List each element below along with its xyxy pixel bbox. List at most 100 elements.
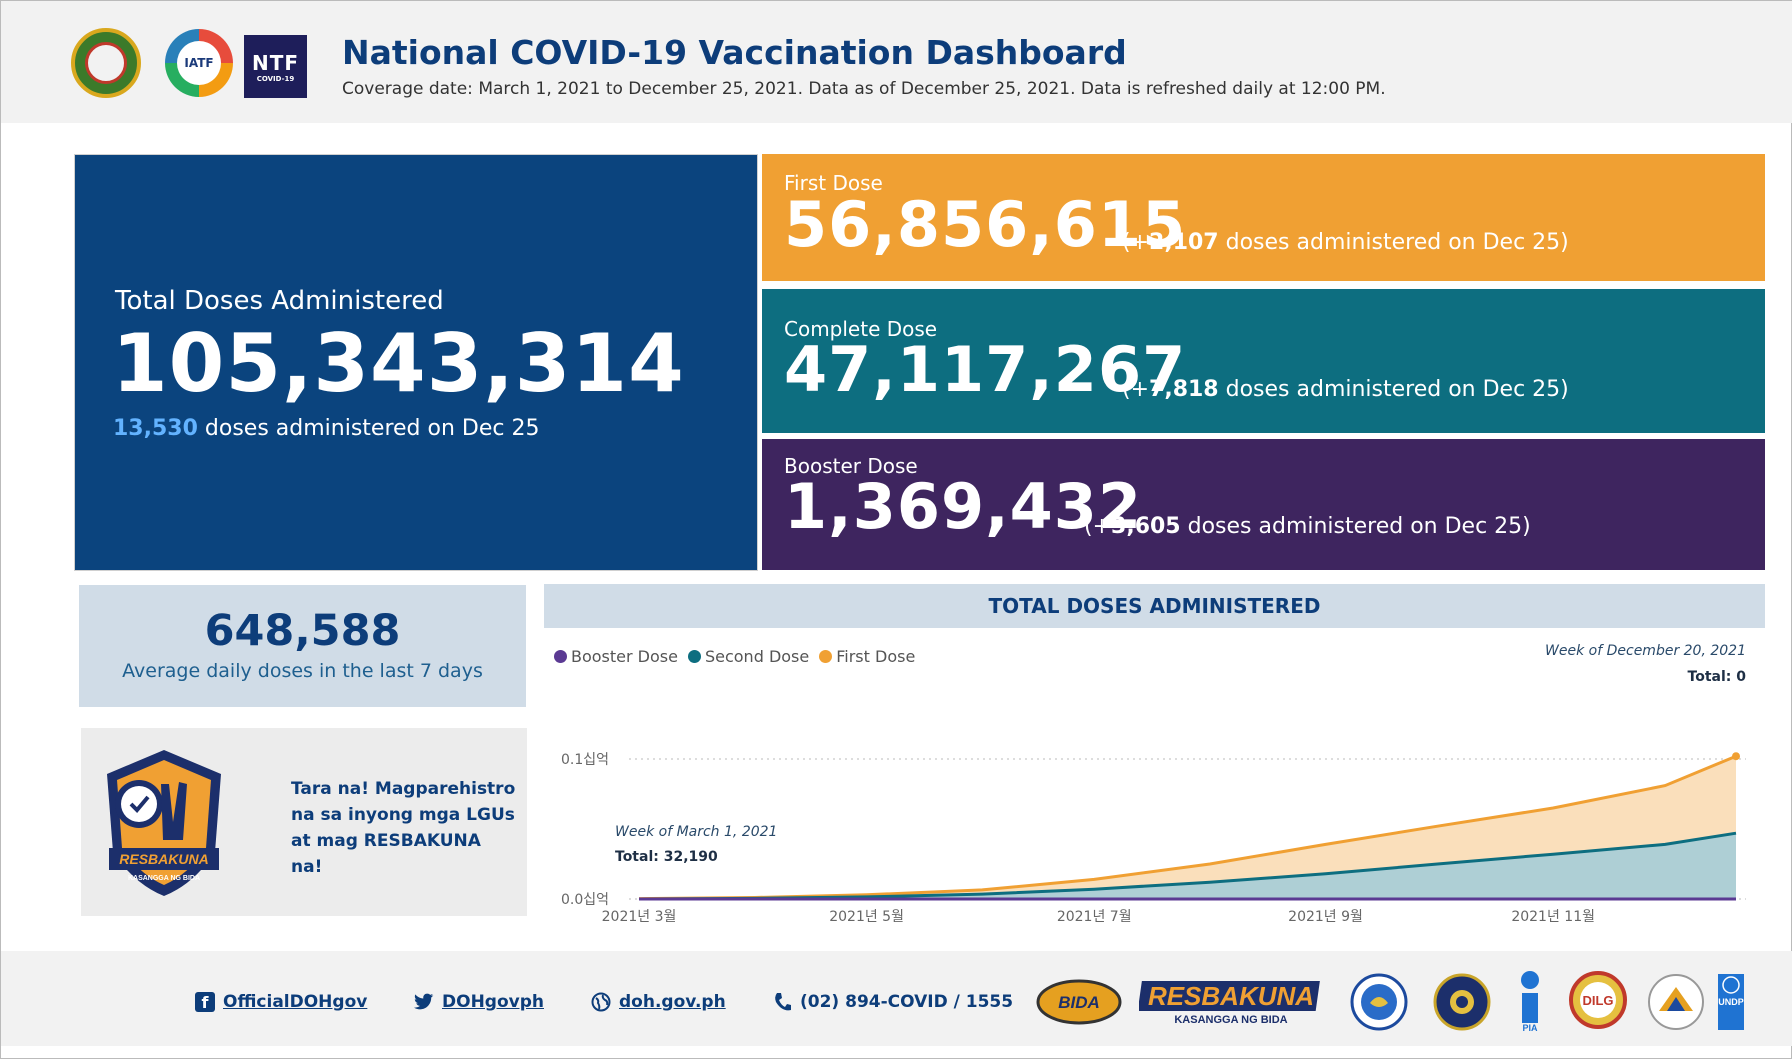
facebook-link-text[interactable]: OfficialDOHgov bbox=[223, 992, 368, 1012]
ntf-logo-main: NTF bbox=[251, 50, 300, 75]
coverage-subtitle: Coverage date: March 1, 2021 to December… bbox=[342, 79, 1386, 99]
complete-dose-delta-prefix: (+ bbox=[1122, 377, 1150, 402]
chart-legend: Booster Dose Second Dose First Dose bbox=[554, 647, 915, 666]
facebook-icon: f bbox=[195, 992, 215, 1012]
total-doses-value: 105,343,314 bbox=[112, 317, 685, 410]
pcoo-seal-logo bbox=[1433, 973, 1491, 1035]
twitter-link-text[interactable]: DOHgovph bbox=[442, 992, 544, 1012]
doses-area-chart[interactable]: 0.0십억 0.1십억 2021년 3월 2021년 5월 2021년 7월 2021년 … bbox=[544, 631, 1765, 936]
resbakuna-footer-logo: RESBAKUNA KASANGGA NG BIDA bbox=[1137, 973, 1325, 1033]
total-daily-text: doses administered on Dec 25 bbox=[197, 416, 540, 441]
resbakuna-promo-card: RESBAKUNA KASANGGA NG BIDA Tara na! Magp… bbox=[81, 728, 527, 916]
website-link-text[interactable]: doh.gov.ph bbox=[619, 992, 726, 1012]
page-title: National COVID-19 Vaccination Dashboard bbox=[342, 33, 1127, 72]
tooltip-first-total: Total: 32,190 bbox=[615, 849, 718, 865]
total-doses-label: Total Doses Administered bbox=[115, 286, 444, 316]
x-tick-label: 2021년 9월 bbox=[1288, 909, 1363, 925]
legend-label: Booster Dose bbox=[571, 647, 678, 666]
total-doses-daily: 13,530 doses administered on Dec 25 bbox=[113, 416, 539, 441]
legend-swatch bbox=[687, 650, 701, 663]
y-tick-label: 0.1십억 bbox=[561, 752, 609, 768]
chart-title: TOTAL DOSES ADMINISTERED bbox=[544, 584, 1765, 628]
complete-dose-delta: (+7,818 doses administered on Dec 25) bbox=[1122, 377, 1569, 402]
legend-item[interactable]: Second Dose bbox=[687, 647, 810, 666]
seal-logo bbox=[1647, 973, 1705, 1035]
phone-contact: (02) 894-COVID / 1555 bbox=[774, 992, 1013, 1012]
phone-text: (02) 894-COVID / 1555 bbox=[800, 992, 1014, 1012]
facebook-link[interactable]: f OfficialDOHgov bbox=[195, 992, 367, 1012]
legend-item[interactable]: First Dose bbox=[819, 647, 915, 666]
dilg-logo: DILG bbox=[1569, 971, 1627, 1033]
area-first-dose bbox=[639, 756, 1736, 899]
average-daily-label: Average daily doses in the last 7 days bbox=[122, 660, 483, 682]
booster-dose-delta: (+3,605 doses administered on Dec 25) bbox=[1084, 514, 1531, 539]
complete-dose-value: 47,117,267 bbox=[784, 333, 1187, 406]
average-daily-card: 648,588 Average daily doses in the last … bbox=[79, 585, 526, 707]
promo-text: Tara na! Magparehistro na sa inyong mga … bbox=[291, 779, 516, 877]
resbakuna-footer-logo-sub: KASANGGA NG BIDA bbox=[1174, 1014, 1287, 1026]
legend-swatch bbox=[554, 650, 567, 663]
first-dose-label: First Dose bbox=[784, 171, 883, 195]
globe-icon bbox=[591, 992, 611, 1012]
doh-seal-logo bbox=[71, 28, 141, 98]
resbakuna-badge-sub: KASANGGA NG BIDA bbox=[128, 875, 200, 882]
footer: f OfficialDOHgov DOHgovph doh.gov.ph (02… bbox=[1, 951, 1792, 1046]
ntf-logo-sub: COVID-19 bbox=[256, 74, 295, 83]
bida-logo: BIDA bbox=[1036, 979, 1122, 1029]
pia-logo: PIA bbox=[1517, 969, 1543, 1037]
total-daily-value: 13,530 bbox=[113, 416, 198, 441]
website-link[interactable]: doh.gov.ph bbox=[591, 992, 726, 1012]
resbakuna-footer-logo-text: RESBAKUNA bbox=[1148, 981, 1314, 1011]
booster-dose-value: 1,369,432 bbox=[784, 470, 1143, 543]
first-dose-card: First Dose 56,856,615 (+2,107 doses admi… bbox=[762, 154, 1765, 281]
complete-dose-label: Complete Dose bbox=[784, 317, 938, 341]
complete-dose-delta-value: 7,818 bbox=[1149, 377, 1219, 402]
legend-label: First Dose bbox=[836, 647, 916, 666]
line-second-dose[interactable] bbox=[638, 831, 1737, 901]
complete-dose-card: Complete Dose 47,117,267 (+7,818 doses a… bbox=[762, 289, 1765, 433]
tooltip-first-week-label: Week of March 1, 2021 bbox=[615, 824, 778, 840]
area-second-dose bbox=[639, 833, 1736, 899]
first-dose-value: 56,856,615 bbox=[784, 188, 1187, 261]
first-dose-delta-suffix: doses administered on Dec 25) bbox=[1218, 230, 1569, 255]
booster-dose-card: Booster Dose 1,369,432 (+3,605 doses adm… bbox=[762, 439, 1765, 570]
y-tick-label: 0.0십억 bbox=[561, 892, 609, 908]
pia-logo-text: PIA bbox=[1522, 1023, 1538, 1033]
phone-icon bbox=[775, 993, 791, 1011]
booster-dose-delta-prefix: (+ bbox=[1084, 514, 1112, 539]
x-tick-label: 2021년 5월 bbox=[829, 909, 904, 925]
ntf-logo: NTF COVID-19 bbox=[244, 35, 307, 98]
ops-seal-logo bbox=[1350, 973, 1408, 1035]
series-end-marker[interactable] bbox=[1732, 752, 1740, 761]
tooltip-latest-week: Week of December 20, 2021 Total: 0 bbox=[1545, 643, 1746, 685]
booster-dose-delta-suffix: doses administered on Dec 25) bbox=[1180, 514, 1531, 539]
first-dose-delta-prefix: (+ bbox=[1122, 230, 1150, 255]
undp-logo-text: UNDP bbox=[1718, 997, 1744, 1007]
first-dose-delta-value: 2,107 bbox=[1149, 230, 1219, 255]
header: IATF NTF COVID-19 National COVID-19 Vacc… bbox=[1, 1, 1792, 123]
legend-item[interactable]: Booster Dose bbox=[554, 647, 678, 666]
iatf-logo-text: IATF bbox=[177, 41, 221, 85]
tooltip-latest-week-label: Week of December 20, 2021 bbox=[1545, 643, 1746, 659]
tooltip-latest-total: Total: 0 bbox=[1687, 669, 1746, 685]
x-tick-label: 2021년 7월 bbox=[1057, 909, 1132, 925]
x-tick-label: 2021년 3월 bbox=[602, 909, 677, 925]
booster-dose-label: Booster Dose bbox=[784, 454, 918, 478]
undp-logo: UNDP bbox=[1717, 973, 1745, 1035]
legend-swatch bbox=[819, 650, 833, 663]
first-dose-delta: (+2,107 doses administered on Dec 25) bbox=[1122, 230, 1569, 255]
line-first-dose[interactable] bbox=[638, 754, 1737, 901]
complete-dose-delta-suffix: doses administered on Dec 25) bbox=[1218, 377, 1569, 402]
bida-logo-text: BIDA bbox=[1058, 993, 1100, 1012]
booster-dose-delta-value: 3,605 bbox=[1111, 514, 1181, 539]
resbakuna-badge-text: RESBAKUNA bbox=[119, 851, 208, 867]
total-doses-card: Total Doses Administered 105,343,314 13,… bbox=[74, 154, 758, 571]
resbakuna-badge-logo: RESBAKUNA KASANGGA NG BIDA bbox=[107, 750, 221, 896]
twitter-icon bbox=[414, 993, 434, 1010]
twitter-link[interactable]: DOHgovph bbox=[414, 992, 544, 1012]
dilg-logo-text: DILG bbox=[1582, 993, 1613, 1008]
x-tick-label: 2021년 11월 bbox=[1511, 909, 1595, 925]
average-daily-value: 648,588 bbox=[204, 606, 401, 656]
legend-label: Second Dose bbox=[704, 647, 810, 666]
iatf-logo: IATF bbox=[165, 29, 233, 97]
